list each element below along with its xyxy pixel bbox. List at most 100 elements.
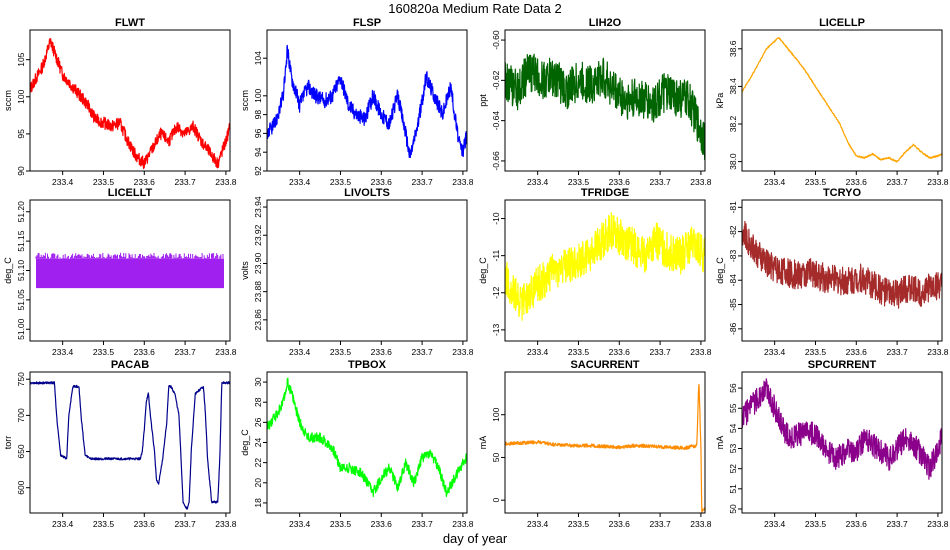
x-tick-label: 233.7 — [174, 519, 196, 529]
y-tick-label: 0 — [491, 498, 501, 503]
panel-title: LIH2O — [589, 17, 622, 29]
x-tick-label: 233.5 — [330, 177, 352, 187]
y-tick-label: 50 — [728, 504, 738, 514]
series-group — [30, 37, 230, 170]
x-tick-label: 233.6 — [371, 177, 393, 187]
x-tick-label: 233.5 — [568, 519, 590, 529]
series-line — [742, 378, 942, 480]
panel-frame — [741, 29, 943, 172]
y-tick-label: 700 — [16, 408, 26, 422]
y-tick-label: 600 — [16, 480, 26, 494]
x-tick-label: 233.8 — [452, 519, 474, 529]
y-tick-label: -12 — [491, 286, 501, 299]
x-tick-label: 233.6 — [134, 347, 156, 357]
y-tick-label: 23.90 — [253, 253, 263, 275]
x-tick-label: 233.7 — [411, 519, 433, 529]
y-tick-label: 23.92 — [253, 224, 263, 246]
y-tick-label: 38.4 — [728, 78, 738, 95]
series-line — [267, 377, 467, 498]
y-axis-label: sccm — [3, 90, 13, 111]
series-group — [505, 53, 705, 161]
y-tick-label: -0.64 — [491, 111, 501, 131]
y-tick-label: 50 — [491, 452, 501, 462]
x-tick-label: 233.5 — [93, 519, 115, 529]
y-tick-label: -85 — [728, 298, 738, 311]
x-tick-label: 233.6 — [609, 519, 631, 529]
y-axis-label: deg_C — [715, 257, 725, 284]
x-tick-label: 233.5 — [568, 177, 590, 187]
panel-tfridge: TFRIDGE 233.4 233.5 233.6 233.7 233.8 -13 -12 -1… — [478, 187, 712, 357]
x-tick-label: 233.5 — [805, 177, 827, 187]
series-spikes — [35, 252, 224, 259]
x-tick-label: 233.6 — [371, 347, 393, 357]
y-tick-label: 28 — [253, 397, 263, 407]
x-tick-label: 233.4 — [52, 177, 74, 187]
x-tick-label: 233.8 — [690, 177, 712, 187]
y-tick-label: 100 — [491, 407, 501, 421]
y-tick-label: 90 — [16, 166, 26, 176]
x-tick-label: 233.4 — [289, 177, 311, 187]
x-tick-label: 233.6 — [371, 519, 393, 529]
y-tick-label: 51 — [728, 484, 738, 494]
panel-frame — [29, 371, 231, 514]
series-group — [35, 252, 224, 289]
x-tick-label: 233.6 — [134, 519, 156, 529]
x-tick-label: 233.6 — [846, 347, 868, 357]
y-tick-label: 26 — [253, 417, 263, 427]
x-tick-label: 233.5 — [568, 347, 590, 357]
y-tick-label: 20 — [253, 478, 263, 488]
y-axis-label: mA — [478, 436, 488, 450]
x-tick-label: 233.7 — [649, 177, 671, 187]
x-tick-label: 233.4 — [527, 519, 549, 529]
y-tick-label: 24 — [253, 438, 263, 448]
x-tick-label: 233.5 — [93, 347, 115, 357]
series-line — [742, 36, 942, 163]
x-tick-label: 233.4 — [527, 347, 549, 357]
x-tick-label: 233.5 — [330, 347, 352, 357]
y-tick-label: 94 — [253, 147, 263, 157]
y-axis-label: volts — [240, 261, 250, 280]
y-tick-label: 56 — [728, 383, 738, 393]
panel-pacab: PACAB 233.4 233.5 233.6 233.7 233.8 600 650 700 7… — [3, 359, 237, 529]
series-group — [505, 212, 705, 321]
panel-frame — [504, 199, 706, 342]
y-axis-label: deg_C — [240, 429, 250, 456]
series-line — [742, 220, 942, 309]
y-tick-label: -0.60 — [491, 30, 501, 50]
panel-flwt: FLWT 233.4 233.5 233.6 233.7 233.8 90 95 100 105 s… — [3, 17, 237, 187]
panel-title: LIVOLTS — [344, 187, 390, 199]
panel-title: TCRYO — [823, 187, 862, 199]
panel-title: LICELLP — [819, 17, 865, 29]
x-tick-label: 233.8 — [927, 177, 949, 187]
x-tick-label: 233.8 — [927, 519, 949, 529]
y-tick-label: -10 — [491, 212, 501, 225]
y-tick-label: 650 — [16, 444, 26, 458]
x-tick-label: 233.6 — [846, 519, 868, 529]
y-axis-label: sccm — [240, 90, 250, 111]
panel-title: TPBOX — [348, 359, 387, 371]
x-tick-label: 233.8 — [215, 347, 237, 357]
panel-sacurrent: SACURRENT 233.4 233.5 233.6 233.7 233.8 0 50 100… — [478, 359, 712, 529]
x-tick-label: 233.8 — [452, 177, 474, 187]
series-group — [742, 220, 942, 309]
y-axis-label: mA — [715, 436, 725, 450]
y-tick-label: 30 — [253, 377, 263, 387]
series-line — [505, 53, 705, 161]
y-tick-label: 55 — [728, 403, 738, 413]
panel-title: LICELLT — [108, 187, 153, 199]
y-axis-label: kPa — [715, 93, 725, 109]
y-tick-label: 38.6 — [728, 40, 738, 57]
series-group — [505, 384, 705, 513]
panel-title: SACURRENT — [570, 359, 639, 371]
x-tick-label: 233.6 — [846, 177, 868, 187]
x-tick-label: 233.4 — [527, 177, 549, 187]
series-line — [30, 381, 230, 510]
x-tick-label: 233.4 — [289, 519, 311, 529]
panel-tcryo: TCRYO 233.4 233.5 233.6 233.7 233.8 -86 -85 -84 -… — [715, 187, 949, 357]
y-tick-label: -84 — [728, 274, 738, 287]
series-group — [742, 378, 942, 480]
panel-title: PACAB — [111, 359, 149, 371]
y-tick-label: -82 — [728, 225, 738, 238]
y-tick-label: 100 — [16, 89, 26, 103]
x-tick-label: 233.5 — [805, 519, 827, 529]
